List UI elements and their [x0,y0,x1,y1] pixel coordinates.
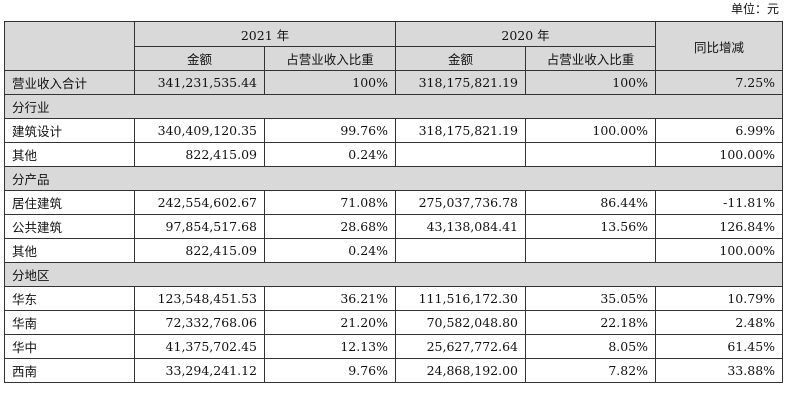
header-row-years: 2021 年 2020 年 同比增减 [4,21,784,71]
header-amount-2020: 金额 [395,46,527,71]
amount-2020: 70,582,048.80 [395,310,527,335]
amount-2021: 41,375,702.45 [134,334,265,359]
row-label: 西南 [4,358,135,383]
yoy-change: 100.00% [655,142,784,167]
header-amount-2021: 金额 [134,46,265,71]
amount-2021: 33,294,241.12 [134,358,265,383]
yoy-change: 33.88% [655,358,784,383]
amount-2021: 242,554,602.67 [134,190,265,215]
section-row-region: 分地区 [3,262,784,287]
amount-2021: 822,415.09 [134,142,265,167]
amount-2020: 318,175,821.19 [395,118,527,143]
amount-2020: 43,138,084.41 [395,214,527,239]
ratio-2020: 100% [525,70,657,95]
table-row: 西南 33,294,241.12 9.76% 24,868,192.00 7.8… [4,358,784,383]
ratio-2021: 0.24% [263,142,397,167]
amount-2020: 25,627,772.64 [395,334,527,359]
ratio-2021: 0.24% [263,238,397,263]
amount-2020: 318,175,821.19 [395,70,527,95]
amount-2021: 97,854,517.68 [134,214,265,239]
ratio-2020: 100.00% [525,118,657,143]
ratio-2021: 28.68% [263,214,397,239]
header-ratio-2020: 占营业收入比重 [525,46,657,71]
ratio-2021: 36.21% [263,286,397,311]
ratio-2020: 86.44% [525,190,657,215]
header-ratio-2021: 占营业收入比重 [263,46,397,71]
yoy-change: 61.45% [655,334,784,359]
amount-2020 [395,142,527,167]
row-label: 营业收入合计 [4,70,135,95]
row-label: 建筑设计 [4,118,135,143]
row-label: 华东 [4,286,135,311]
ratio-2020: 22.18% [525,310,657,335]
section-row-product: 分产品 [3,166,784,191]
yoy-change: 126.84% [655,214,784,239]
section-label: 分产品 [3,166,784,191]
ratio-2020 [525,142,657,167]
amount-2021: 72,332,768.06 [134,310,265,335]
amount-2021: 123,548,451.53 [134,286,265,311]
row-label: 华中 [4,334,135,359]
section-row-industry: 分行业 [3,94,784,119]
yoy-change: -11.81% [655,190,784,215]
yoy-change: 100.00% [655,238,784,263]
ratio-2020: 35.05% [525,286,657,311]
ratio-2020: 13.56% [525,214,657,239]
yoy-change: 2.48% [655,310,784,335]
ratio-2021: 9.76% [263,358,397,383]
table-row: 居住建筑 242,554,602.67 71.08% 275,037,736.7… [4,190,784,215]
header-year-2021: 2021 年 [133,21,397,47]
amount-2020 [395,238,527,263]
amount-2020: 111,516,172.30 [395,286,527,311]
table-row: 其他 822,415.09 0.24% 100.00% [4,142,784,167]
ratio-2021: 12.13% [263,334,397,359]
section-label: 分地区 [3,262,784,287]
header-yoy: 同比增减 [655,21,784,71]
header-blank-cell [4,21,135,71]
header-row-columns: 金额 占营业收入比重 金额 占营业收入比重 [5,46,783,71]
amount-2021: 341,231,535.44 [134,70,265,95]
ratio-2020: 7.82% [525,358,657,383]
revenue-breakdown-table: 2021 年 2020 年 同比增减 金额 占营业收入比重 金额 占营业收入比重… [3,21,784,383]
yoy-change: 10.79% [655,286,784,311]
ratio-2021: 71.08% [263,190,397,215]
table-row: 建筑设计 340,409,120.35 99.76% 318,175,821.1… [4,118,784,143]
row-label: 其他 [4,142,135,167]
yoy-change: 7.25% [655,70,784,95]
table-row: 华中 41,375,702.45 12.13% 25,627,772.64 8.… [4,334,784,359]
row-label: 华南 [4,310,135,335]
header-year-2020: 2020 年 [395,21,657,47]
row-label: 公共建筑 [4,214,135,239]
table-row: 公共建筑 97,854,517.68 28.68% 43,138,084.41 … [4,214,784,239]
total-row: 营业收入合计 341,231,535.44 100% 318,175,821.1… [4,70,784,95]
table-row: 华南 72,332,768.06 21.20% 70,582,048.80 22… [4,310,784,335]
amount-2020: 24,868,192.00 [395,358,527,383]
ratio-2020: 8.05% [525,334,657,359]
ratio-2021: 100% [263,70,397,95]
amount-2021: 340,409,120.35 [134,118,265,143]
ratio-2020 [525,238,657,263]
ratio-2021: 99.76% [263,118,397,143]
row-label: 其他 [4,238,135,263]
table-row: 华东 123,548,451.53 36.21% 111,516,172.30 … [4,286,784,311]
table-row: 其他 822,415.09 0.24% 100.00% [4,238,784,263]
yoy-change: 6.99% [655,118,784,143]
row-label: 居住建筑 [4,190,135,215]
section-label: 分行业 [3,94,784,119]
amount-2020: 275,037,736.78 [395,190,527,215]
amount-2021: 822,415.09 [134,238,265,263]
unit-label: 单位：元 [730,2,779,16]
ratio-2021: 21.20% [263,310,397,335]
